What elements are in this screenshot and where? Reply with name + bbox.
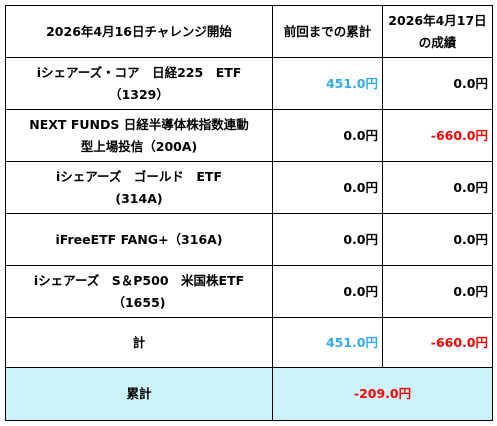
table-row: NEXT FUNDS 日経半導体株指数連動 型上場投信（200A) 0.0円 -… [5, 109, 493, 162]
fund-name: iシェアーズ S＆P500 米国株ETF （1655) [5, 265, 273, 318]
result-value: 0.0円 [382, 265, 493, 318]
fund-name-line1: iシェアーズ S＆P500 米国株ETF [33, 272, 245, 288]
prev-total-value: 0.0円 [272, 265, 383, 318]
fund-name-line2: （1655) [112, 294, 166, 310]
fund-name-line1: iFreeETF FANG+（316A) [55, 231, 223, 247]
result-value: 0.0円 [382, 57, 493, 110]
prev-total-value: 0.0円 [272, 161, 383, 214]
fund-name: iシェアーズ・コア 日経225 ETF （1329） [5, 57, 273, 110]
result-value: 0.0円 [382, 213, 493, 266]
header-result: 2026年4月17日 の成績 [382, 5, 493, 58]
result-value: 0.0円 [382, 161, 493, 214]
fund-name: iFreeETF FANG+（316A) [5, 213, 273, 266]
header-prev-total: 前回までの累計 [272, 5, 383, 58]
table-row: iシェアーズ ゴールド ETF (314A) 0.0円 0.0円 [5, 161, 493, 214]
table-row: iFreeETF FANG+（316A) 0.0円 0.0円 [5, 213, 493, 266]
fund-name-line1: iシェアーズ・コア 日経225 ETF [36, 64, 242, 80]
prev-total-value: 451.0円 [272, 57, 383, 110]
total-prev-value: 451.0円 [272, 317, 383, 368]
cumulative-label: 累計 [5, 367, 273, 421]
total-result-value: -660.0円 [382, 317, 493, 368]
prev-total-value: 0.0円 [272, 109, 383, 162]
fund-name-line2: （1329） [109, 86, 169, 102]
fund-name: iシェアーズ ゴールド ETF (314A) [5, 161, 273, 214]
performance-table: 2026年4月16日チャレンジ開始 前回までの累計 2026年4月17日 の成績… [5, 5, 493, 421]
cumulative-value: -209.0円 [272, 367, 493, 421]
header-title: 2026年4月16日チャレンジ開始 [5, 5, 273, 58]
header-result-label: の成績 [418, 34, 457, 50]
fund-name-line2: 型上場投信（200A) [80, 138, 198, 154]
fund-name-line1: iシェアーズ ゴールド ETF [55, 168, 222, 184]
fund-name-line2: (314A) [115, 190, 163, 206]
table-row: iシェアーズ S＆P500 米国株ETF （1655) 0.0円 0.0円 [5, 265, 493, 318]
header-result-date: 2026年4月17日 [388, 12, 487, 28]
cumulative-row: 累計 -209.0円 [5, 367, 493, 421]
fund-name-line1: NEXT FUNDS 日経半導体株指数連動 [29, 116, 249, 132]
result-value: -660.0円 [382, 109, 493, 162]
fund-name: NEXT FUNDS 日経半導体株指数連動 型上場投信（200A) [5, 109, 273, 162]
header-row: 2026年4月16日チャレンジ開始 前回までの累計 2026年4月17日 の成績 [5, 5, 493, 58]
total-row: 計 451.0円 -660.0円 [5, 317, 493, 368]
total-label: 計 [5, 317, 273, 368]
prev-total-value: 0.0円 [272, 213, 383, 266]
table-row: iシェアーズ・コア 日経225 ETF （1329） 451.0円 0.0円 [5, 57, 493, 110]
